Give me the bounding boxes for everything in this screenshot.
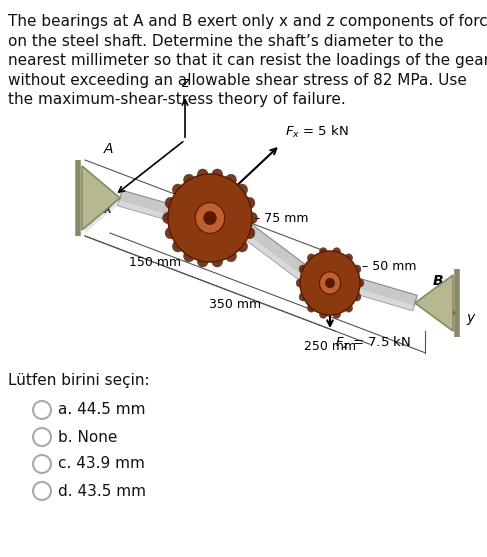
Circle shape <box>33 428 51 446</box>
Text: without exceeding an allowable shear stress of 82 MPa. Use: without exceeding an allowable shear str… <box>8 72 467 87</box>
Polygon shape <box>225 212 335 300</box>
Polygon shape <box>415 275 453 331</box>
Ellipse shape <box>225 251 237 262</box>
Polygon shape <box>225 220 329 300</box>
Ellipse shape <box>172 184 183 196</box>
Ellipse shape <box>319 310 327 319</box>
Ellipse shape <box>333 310 340 319</box>
Ellipse shape <box>165 197 176 209</box>
Text: d. 43.5 mm: d. 43.5 mm <box>58 483 146 499</box>
Ellipse shape <box>325 278 335 288</box>
Polygon shape <box>82 166 120 230</box>
Text: – 75 mm: – 75 mm <box>254 212 308 224</box>
Ellipse shape <box>165 227 176 239</box>
Ellipse shape <box>299 265 307 273</box>
Ellipse shape <box>345 254 353 262</box>
Ellipse shape <box>184 251 194 262</box>
Text: the maximum-shear-stress theory of failure.: the maximum-shear-stress theory of failu… <box>8 92 346 107</box>
Ellipse shape <box>237 184 247 196</box>
Text: y: y <box>466 311 474 325</box>
Ellipse shape <box>296 279 304 287</box>
Ellipse shape <box>163 212 173 224</box>
Ellipse shape <box>197 169 208 180</box>
Text: A: A <box>103 142 113 156</box>
Ellipse shape <box>299 293 307 301</box>
Ellipse shape <box>184 174 194 185</box>
Text: x: x <box>103 202 111 216</box>
Ellipse shape <box>246 212 258 224</box>
Ellipse shape <box>333 248 340 256</box>
Ellipse shape <box>204 212 216 224</box>
Text: 150 mm: 150 mm <box>129 257 181 270</box>
Ellipse shape <box>225 174 237 185</box>
Ellipse shape <box>237 241 247 252</box>
Text: b. None: b. None <box>58 429 117 444</box>
Ellipse shape <box>244 227 255 239</box>
Text: $F_z$ = 7.5 kN: $F_z$ = 7.5 kN <box>335 335 411 351</box>
Text: on the steel shaft. Determine the shaft’s diameter to the: on the steel shaft. Determine the shaft’… <box>8 33 444 48</box>
Text: 250 mm: 250 mm <box>304 340 356 353</box>
Text: c. 43.9 mm: c. 43.9 mm <box>58 457 145 471</box>
Polygon shape <box>85 169 123 233</box>
Text: $F_x$ = 5 kN: $F_x$ = 5 kN <box>285 124 349 140</box>
Text: z: z <box>181 76 188 90</box>
Polygon shape <box>328 280 414 311</box>
Ellipse shape <box>353 265 361 273</box>
Ellipse shape <box>319 272 340 294</box>
Ellipse shape <box>244 197 255 209</box>
Ellipse shape <box>212 169 223 180</box>
Circle shape <box>33 455 51 473</box>
Ellipse shape <box>307 304 315 312</box>
Ellipse shape <box>307 254 315 262</box>
Polygon shape <box>118 190 192 226</box>
Ellipse shape <box>168 174 252 262</box>
Polygon shape <box>118 201 189 226</box>
Text: B: B <box>433 274 444 288</box>
Circle shape <box>33 401 51 419</box>
Text: a. 44.5 mm: a. 44.5 mm <box>58 403 146 418</box>
Ellipse shape <box>345 304 353 312</box>
Ellipse shape <box>300 251 360 315</box>
Ellipse shape <box>197 256 208 267</box>
Ellipse shape <box>356 279 364 287</box>
Text: – 50 mm: – 50 mm <box>362 261 416 273</box>
Text: The bearings at A and B exert only x and z components of force: The bearings at A and B exert only x and… <box>8 14 487 29</box>
Ellipse shape <box>195 203 225 233</box>
Text: Lütfen birini seçin:: Lütfen birini seçin: <box>8 373 150 388</box>
Ellipse shape <box>353 293 361 301</box>
Polygon shape <box>418 278 456 334</box>
Polygon shape <box>328 270 417 311</box>
Text: nearest millimeter so that it can resist the loadings of the gears: nearest millimeter so that it can resist… <box>8 53 487 68</box>
Text: 350 mm: 350 mm <box>209 299 261 311</box>
Ellipse shape <box>172 241 183 252</box>
Circle shape <box>33 482 51 500</box>
Ellipse shape <box>319 248 327 256</box>
Ellipse shape <box>212 256 223 267</box>
